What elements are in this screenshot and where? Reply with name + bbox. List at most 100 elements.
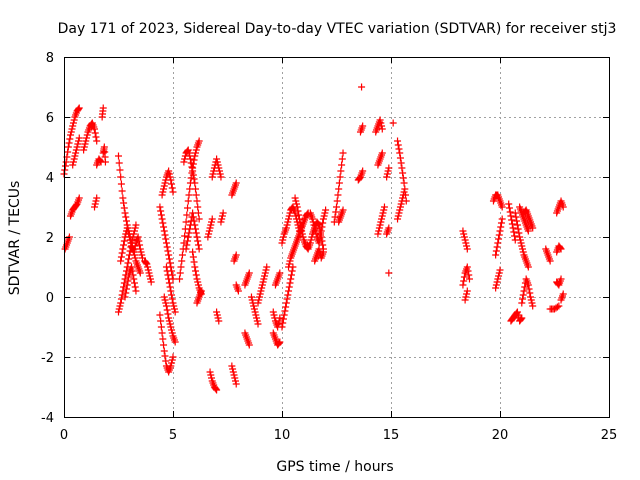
data-point [492, 251, 500, 259]
data-point [512, 213, 520, 221]
data-point [190, 175, 198, 183]
y-tick-label: 0 [46, 291, 54, 306]
data-point [208, 173, 216, 181]
data-point [184, 197, 192, 205]
data-point [231, 377, 239, 385]
data-point [384, 167, 392, 175]
data-point [282, 299, 290, 307]
data-point [83, 131, 91, 139]
data-point [115, 152, 122, 160]
data-point [378, 149, 386, 157]
data-point [375, 224, 383, 232]
y-tick-label: 6 [46, 111, 54, 126]
data-point [498, 215, 506, 223]
data-point [189, 209, 197, 217]
data-point [359, 167, 367, 175]
data-point [192, 225, 200, 233]
data-point [184, 146, 192, 154]
data-point [492, 284, 500, 292]
data-point [186, 155, 194, 163]
data-point [463, 290, 471, 298]
data-point [142, 259, 150, 267]
data-point [146, 275, 154, 283]
data-point [378, 212, 386, 220]
data-point [70, 155, 78, 163]
data-point [250, 302, 258, 310]
data-point [378, 125, 386, 133]
data-point [336, 173, 344, 181]
y-tick-label: -2 [41, 351, 54, 366]
data-point [177, 263, 185, 271]
data-point [165, 279, 173, 287]
data-point [216, 170, 224, 178]
data-point [306, 239, 314, 247]
data-point [401, 185, 409, 193]
data-point [527, 296, 535, 304]
data-point [130, 279, 138, 287]
x-tick-label: 5 [169, 428, 177, 443]
data-point [178, 251, 186, 259]
data-point [159, 335, 167, 343]
data-point [167, 176, 175, 184]
data-point [335, 179, 343, 187]
data-point [460, 230, 468, 238]
data-point [464, 267, 472, 275]
data-point [261, 269, 269, 277]
data-point [460, 273, 468, 281]
data-point [123, 224, 131, 232]
data-point [137, 248, 145, 256]
data-point [122, 217, 130, 225]
data-point [192, 185, 200, 193]
data-point [166, 320, 174, 328]
data-point [75, 105, 83, 113]
data-point [270, 311, 278, 319]
data-point [215, 164, 223, 172]
data-point [498, 203, 506, 211]
data-point [215, 317, 223, 325]
x-tick-label: 25 [601, 428, 618, 443]
data-point [280, 311, 288, 319]
data-point [285, 263, 293, 271]
data-point [397, 200, 405, 208]
data-point [130, 227, 138, 235]
data-point [192, 146, 200, 154]
data-point [317, 231, 325, 239]
data-point [213, 158, 221, 166]
data-point [395, 145, 403, 153]
data-point [463, 287, 471, 295]
data-point [253, 314, 261, 322]
data-point [163, 243, 171, 251]
data-point [136, 245, 144, 253]
data-point [460, 277, 468, 285]
data-point [159, 188, 167, 196]
data-point [394, 215, 402, 223]
data-point [166, 283, 174, 291]
data-point [232, 251, 240, 259]
data-point [64, 143, 72, 151]
data-point [75, 134, 83, 142]
data-point [217, 173, 225, 181]
data-point [120, 204, 128, 212]
data-point [62, 158, 70, 166]
data-point [269, 308, 277, 316]
data-point [555, 302, 563, 310]
data-point [257, 287, 265, 295]
data-point [465, 271, 473, 279]
data-point [208, 374, 216, 382]
x-tick-label: 10 [274, 428, 291, 443]
data-point [157, 323, 165, 331]
data-point [254, 299, 262, 307]
data-point [80, 146, 88, 154]
data-point [171, 338, 179, 346]
data-point [463, 242, 471, 250]
data-point [168, 359, 176, 367]
data-point [495, 235, 503, 243]
data-point [117, 173, 125, 181]
data-point [168, 329, 176, 337]
data-point [279, 315, 287, 323]
data-point [284, 218, 292, 226]
axis-ticks: 0 5 10 15 20 25 -4 -2 0 2 4 6 8 [41, 51, 617, 443]
data-point [380, 203, 388, 211]
data-point [460, 233, 468, 241]
data-point [309, 215, 317, 223]
